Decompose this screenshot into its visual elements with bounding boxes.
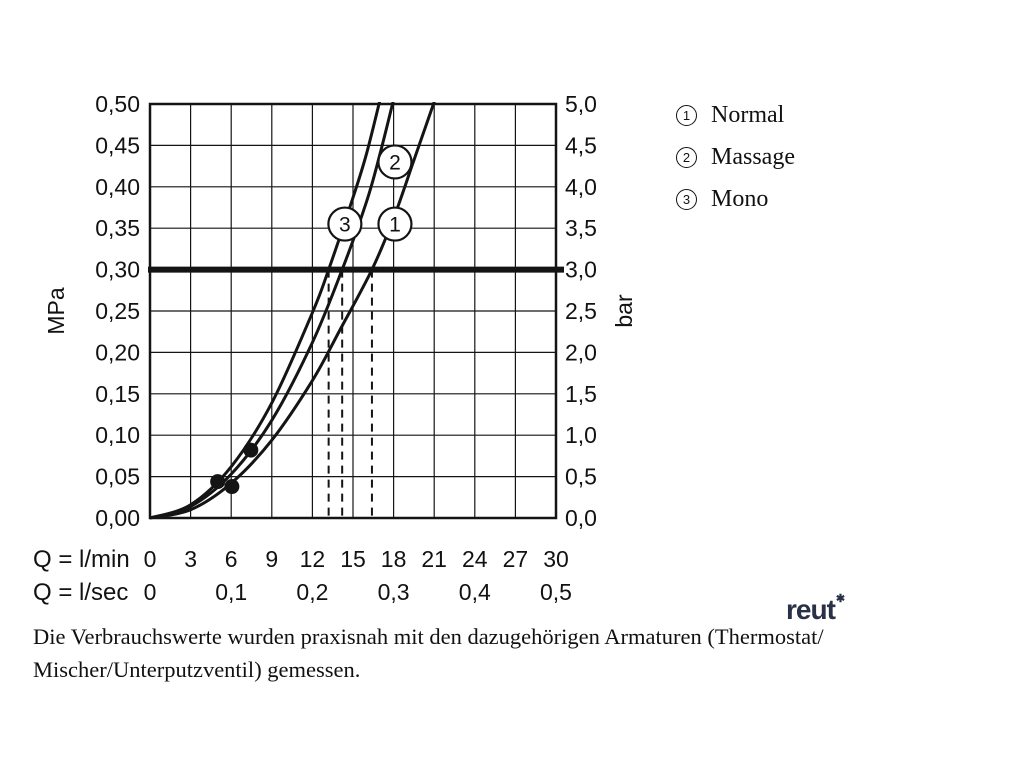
caption-line-1: Die Verbrauchswerte wurden praxisnah mit… — [33, 624, 824, 649]
y-left-tick-label: 0,00 — [95, 505, 140, 531]
y-right-tick-label: 3,5 — [565, 215, 597, 241]
y-right-tick-label: 0,5 — [565, 464, 597, 490]
legend-label: Mono — [711, 185, 769, 212]
legend-label: Normal — [711, 101, 785, 128]
legend-item-massage: 2 Massage — [676, 143, 795, 170]
y-left-tick-label: 0,40 — [95, 174, 140, 200]
brand-logo-text: reut — [786, 594, 836, 625]
y-left-tick-label: 0,20 — [95, 339, 140, 365]
y-left-tick-label: 0,25 — [95, 298, 140, 324]
y-right-tick-label: 1,5 — [565, 381, 597, 407]
x-lmin-tick-label: 24 — [462, 546, 488, 572]
y-right-tick-label: 5,0 — [565, 91, 597, 117]
legend-circled-number-icon: 1 — [676, 104, 697, 126]
y-left-tick-label: 0,30 — [95, 257, 140, 283]
x-lmin-tick-label: 3 — [184, 546, 197, 572]
y-left-tick-label: 0,15 — [95, 381, 140, 407]
curve-label-number-3: 3 — [339, 214, 351, 237]
y-right-tick-label: 2,0 — [565, 339, 597, 365]
measurement-dot — [243, 442, 259, 458]
y-right-tick-label: 0,0 — [565, 505, 597, 531]
x-lsec-tick-label: 0,1 — [215, 579, 247, 605]
y-right-tick-label: 1,0 — [565, 422, 597, 448]
x-lmin-tick-label: 18 — [381, 546, 407, 572]
x-lmin-tick-label: 15 — [340, 546, 366, 572]
caption: Die Verbrauchswerte wurden praxisnah mit… — [33, 620, 953, 686]
measurement-dot — [210, 474, 226, 490]
plot-border — [148, 102, 558, 520]
x-lmin-tick-label: 12 — [300, 546, 326, 572]
x-lsec-tick-label: 0,2 — [296, 579, 328, 605]
brand-logo: reut✱ — [786, 593, 846, 626]
x-axis-lsec-label: Q = l/sec — [33, 579, 128, 606]
x-lsec-tick-label: 0,3 — [378, 579, 410, 605]
x-lmin-tick-label: 30 — [543, 546, 569, 572]
x-lmin-tick-label: 27 — [503, 546, 529, 572]
x-lsec-tick-label: 0,5 — [540, 579, 572, 605]
curve-label-circle-1 — [377, 206, 413, 242]
legend-item-mono: 3 Mono — [676, 185, 795, 212]
y-left-axis-unit: MPa — [43, 287, 69, 335]
brand-logo-mark-icon: ✱ — [835, 593, 846, 605]
legend-circled-number-icon: 2 — [676, 146, 697, 168]
curve-label-number-2: 2 — [389, 151, 401, 174]
curve-massage — [149, 102, 395, 520]
y-left-tick-label: 0,35 — [95, 215, 140, 241]
y-right-tick-label: 2,5 — [565, 298, 597, 324]
y-right-tick-label: 4,5 — [565, 132, 597, 158]
x-axis-lmin-label: Q = l/min — [33, 546, 130, 573]
legend-circled-number-icon: 3 — [676, 188, 697, 210]
x-lsec-tick-label: 0 — [144, 579, 157, 605]
legend-label: Massage — [711, 143, 795, 170]
y-left-tick-label: 0,10 — [95, 422, 140, 448]
y-right-tick-label: 4,0 — [565, 174, 597, 200]
x-lmin-tick-label: 0 — [144, 546, 157, 572]
curve-label-circle-2 — [377, 144, 413, 180]
x-lmin-tick-label: 6 — [225, 546, 238, 572]
legend: 1 Normal 2 Massage 3 Mono — [676, 101, 795, 229]
y-left-tick-label: 0,05 — [95, 464, 140, 490]
curve-normal — [149, 102, 436, 520]
x-lmin-tick-label: 9 — [265, 546, 278, 572]
curve-label-number-1: 1 — [389, 214, 401, 237]
measurement-dot — [224, 479, 240, 495]
curve-label-circle-3 — [327, 206, 363, 242]
legend-item-normal: 1 Normal — [676, 101, 795, 128]
y-left-tick-label: 0,45 — [95, 132, 140, 158]
y-right-tick-label: 3,0 — [565, 257, 597, 283]
curve-mono — [149, 102, 382, 520]
x-lsec-tick-label: 0,4 — [459, 579, 491, 605]
y-left-tick-label: 0,50 — [95, 91, 140, 117]
caption-line-2: Mischer/Unterputzventil) gemessen. — [33, 657, 361, 682]
y-right-axis-unit: bar — [611, 294, 637, 328]
x-lmin-tick-label: 21 — [421, 546, 447, 572]
